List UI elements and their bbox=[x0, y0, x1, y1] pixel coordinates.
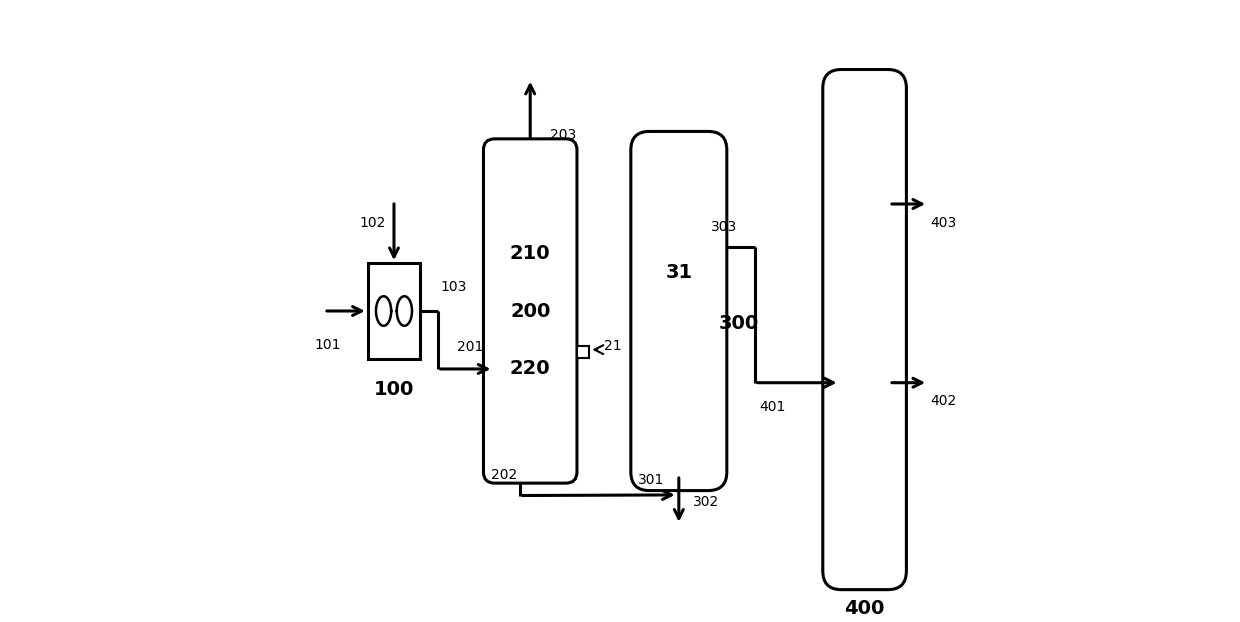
Bar bbox=[368, 263, 420, 359]
Text: 301: 301 bbox=[637, 473, 665, 487]
Text: 403: 403 bbox=[930, 216, 956, 230]
Text: 102: 102 bbox=[360, 216, 386, 230]
Text: 100: 100 bbox=[373, 381, 414, 399]
Text: 302: 302 bbox=[692, 494, 719, 509]
Text: 202: 202 bbox=[491, 468, 517, 482]
Text: 101: 101 bbox=[315, 338, 341, 352]
FancyBboxPatch shape bbox=[823, 70, 906, 590]
Bar bbox=[577, 346, 589, 358]
Text: 400: 400 bbox=[844, 599, 885, 618]
Text: 31: 31 bbox=[666, 263, 692, 282]
Text: 21: 21 bbox=[604, 339, 621, 353]
Text: 401: 401 bbox=[760, 401, 786, 414]
FancyBboxPatch shape bbox=[631, 131, 727, 491]
Text: 220: 220 bbox=[510, 360, 551, 378]
FancyBboxPatch shape bbox=[484, 139, 577, 483]
Text: 210: 210 bbox=[510, 244, 551, 262]
Text: 402: 402 bbox=[930, 394, 956, 408]
Text: 303: 303 bbox=[712, 220, 738, 234]
Text: 103: 103 bbox=[440, 281, 466, 294]
Text: 201: 201 bbox=[456, 340, 484, 355]
Text: 203: 203 bbox=[551, 128, 577, 142]
Text: 300: 300 bbox=[719, 314, 759, 333]
Text: 200: 200 bbox=[510, 302, 551, 320]
